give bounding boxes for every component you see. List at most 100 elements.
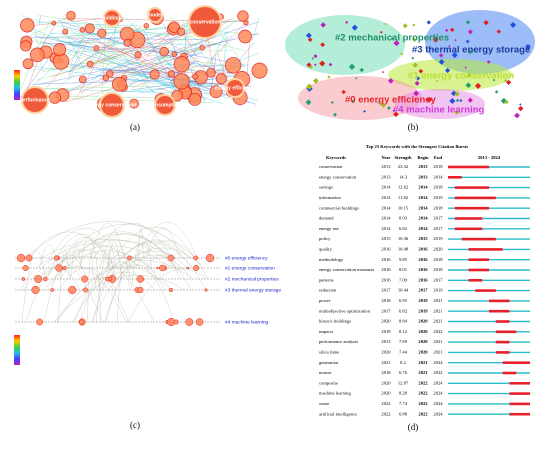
node bbox=[192, 73, 199, 80]
edge bbox=[39, 15, 41, 25]
edge bbox=[222, 29, 228, 75]
keyword: patterns bbox=[319, 277, 334, 282]
link-arc bbox=[105, 259, 158, 323]
strength: 23.32 bbox=[398, 164, 409, 169]
hub-node bbox=[21, 86, 49, 114]
node bbox=[22, 58, 34, 70]
end: 2021 bbox=[433, 308, 443, 313]
hub-node bbox=[225, 78, 245, 98]
node bbox=[25, 254, 33, 262]
cluster-hull bbox=[298, 76, 422, 120]
year: 2014 bbox=[381, 195, 391, 200]
keyword: performance analysis bbox=[319, 339, 358, 344]
begin: 2022 bbox=[418, 391, 428, 396]
link-arc bbox=[114, 226, 196, 259]
node bbox=[402, 23, 408, 29]
edge bbox=[130, 49, 150, 83]
begin: 2016 bbox=[418, 257, 428, 262]
node bbox=[167, 70, 176, 78]
node bbox=[224, 57, 242, 74]
link-arc bbox=[38, 245, 172, 280]
burst-bar bbox=[509, 402, 530, 406]
link-arc bbox=[70, 246, 82, 280]
end: 2017 bbox=[433, 216, 443, 221]
burst-bar bbox=[495, 320, 510, 323]
node bbox=[173, 73, 190, 90]
year: 2017 bbox=[381, 288, 391, 293]
legend-label: #0 energy efficiency bbox=[225, 255, 268, 261]
edge bbox=[67, 17, 133, 66]
year: 2014 bbox=[381, 226, 391, 231]
strength: 7.69 bbox=[399, 339, 408, 344]
node bbox=[251, 62, 268, 79]
node-label: buildings bbox=[101, 15, 123, 21]
node bbox=[412, 37, 417, 42]
cluster-hull bbox=[395, 89, 485, 119]
link-arc bbox=[127, 268, 207, 323]
year: 2013 bbox=[381, 174, 391, 179]
node bbox=[327, 75, 331, 79]
strength: 8.01 bbox=[399, 267, 408, 272]
node bbox=[348, 63, 356, 70]
node bbox=[43, 276, 48, 282]
node bbox=[444, 28, 449, 33]
node bbox=[21, 277, 26, 281]
strength: 14.3 bbox=[399, 174, 408, 179]
node bbox=[136, 275, 145, 283]
begin: 2022 bbox=[418, 411, 428, 416]
node-label: model bbox=[148, 12, 163, 18]
strength: 6.95 bbox=[399, 298, 408, 303]
node bbox=[504, 79, 508, 83]
link-arc bbox=[44, 266, 127, 323]
node bbox=[359, 67, 364, 73]
edge bbox=[23, 83, 239, 90]
begin: 2014 bbox=[418, 195, 428, 200]
burst-bar bbox=[495, 330, 517, 334]
node bbox=[168, 21, 180, 34]
link-arc bbox=[116, 260, 130, 323]
node bbox=[243, 20, 249, 26]
end: 2019 bbox=[433, 195, 443, 200]
end: 2018 bbox=[433, 257, 443, 262]
node bbox=[193, 255, 199, 261]
begin: 2020 bbox=[418, 339, 428, 344]
end: 2021 bbox=[433, 349, 443, 354]
edge bbox=[34, 35, 116, 53]
keyword: composite bbox=[319, 380, 338, 385]
edge bbox=[103, 51, 140, 60]
node bbox=[205, 253, 215, 263]
node bbox=[31, 285, 40, 295]
edge bbox=[184, 36, 199, 60]
year: 2021 bbox=[381, 360, 391, 365]
edge bbox=[104, 65, 233, 72]
keyword: generation bbox=[319, 360, 339, 365]
end: 2021 bbox=[433, 339, 443, 344]
begin: 2019 bbox=[418, 298, 428, 303]
edge bbox=[154, 47, 202, 61]
strength: 6.82 bbox=[399, 308, 408, 313]
year: 2022 bbox=[381, 411, 391, 416]
year: 2018 bbox=[381, 329, 391, 334]
node bbox=[418, 68, 424, 74]
node bbox=[238, 29, 252, 44]
node bbox=[506, 79, 512, 85]
link-arc bbox=[46, 234, 115, 280]
link-arc bbox=[138, 227, 144, 259]
keyword: commercial buildings bbox=[319, 205, 359, 210]
year: 2022 bbox=[381, 401, 391, 406]
year: 2014 bbox=[381, 205, 391, 210]
node bbox=[66, 10, 76, 21]
panel-b: #2 mechanical properties#3 thermal energ… bbox=[285, 10, 535, 132]
strength: 10.36 bbox=[398, 236, 409, 241]
burst-bar bbox=[454, 186, 489, 189]
edge bbox=[80, 41, 131, 95]
edge bbox=[38, 53, 179, 85]
node bbox=[351, 24, 358, 31]
strength: 8.28 bbox=[399, 391, 408, 396]
end: 2024 bbox=[433, 360, 443, 365]
keyword: information bbox=[319, 195, 341, 200]
node bbox=[320, 22, 326, 28]
node bbox=[306, 62, 312, 68]
keyword: multiobjective optimization bbox=[319, 308, 371, 313]
edge bbox=[57, 19, 135, 50]
